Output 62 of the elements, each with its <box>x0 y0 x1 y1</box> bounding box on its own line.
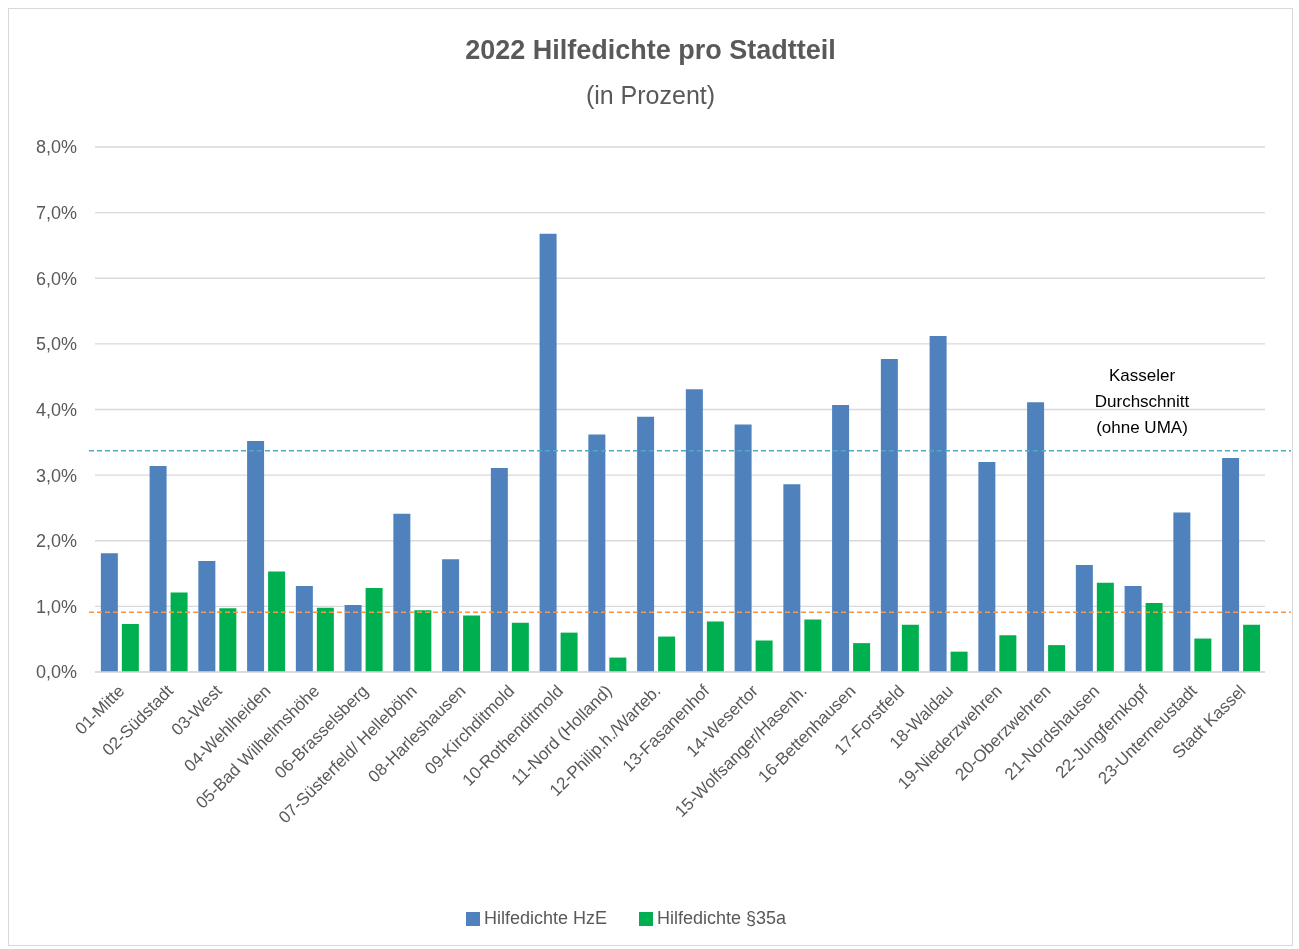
bar <box>100 553 118 672</box>
bar <box>880 358 898 672</box>
bar <box>999 635 1017 672</box>
y-tick-label: 0,0% <box>35 662 77 683</box>
bar <box>1194 638 1212 672</box>
bar <box>950 651 968 672</box>
y-tick-label: 5,0% <box>35 334 77 355</box>
bar <box>365 588 383 672</box>
bar <box>393 513 411 672</box>
ref-line-label: Kasseler Durchschnitt (ohne UMA) <box>1093 364 1191 439</box>
bar <box>1173 512 1191 672</box>
y-tick-label: 8,0% <box>35 137 77 158</box>
bar <box>1048 645 1066 672</box>
chart-subtitle: (in Prozent) <box>584 81 717 110</box>
bar <box>685 389 703 672</box>
y-tick-label: 2,0% <box>35 531 77 552</box>
bar <box>414 610 432 672</box>
y-tick-label: 4,0% <box>35 399 77 420</box>
bar <box>511 622 529 672</box>
bar <box>783 484 801 672</box>
y-tick-label: 6,0% <box>35 268 77 289</box>
bar <box>637 416 655 672</box>
y-tick-label: 3,0% <box>35 465 77 486</box>
bar <box>539 233 557 672</box>
bar <box>268 571 286 672</box>
bar <box>658 636 676 672</box>
bar <box>929 336 947 672</box>
bar <box>1027 402 1045 672</box>
bar <box>734 424 752 672</box>
bar <box>295 586 313 672</box>
chart-title: 2022 Hilfedichte pro Stadtteil <box>464 35 837 66</box>
y-tick-label: 7,0% <box>35 203 77 224</box>
legend-label: Hilfedichte HzE <box>483 908 607 928</box>
bar <box>1124 586 1142 672</box>
bar <box>832 404 850 672</box>
bar <box>560 632 578 672</box>
bar <box>853 643 871 672</box>
bar <box>170 592 188 672</box>
bar <box>247 441 265 672</box>
bar <box>1243 624 1261 672</box>
bar <box>490 467 508 672</box>
bar <box>149 465 167 672</box>
bar <box>344 605 362 672</box>
bar <box>1222 458 1240 672</box>
bar <box>978 462 996 672</box>
bar <box>706 621 724 672</box>
bar <box>219 608 237 672</box>
bar <box>588 434 606 672</box>
bar <box>121 624 139 672</box>
bar <box>804 619 822 672</box>
bar <box>1075 565 1093 672</box>
bar <box>442 559 460 672</box>
legend-label: Hilfedichte §35a <box>656 908 787 928</box>
bar <box>901 624 919 672</box>
bar <box>198 561 216 672</box>
bar <box>1096 582 1114 672</box>
bar <box>755 640 773 672</box>
bar <box>316 607 334 672</box>
y-tick-label: 1,0% <box>35 596 77 617</box>
bar <box>1145 603 1163 672</box>
bar <box>609 657 627 672</box>
bar <box>463 615 481 672</box>
